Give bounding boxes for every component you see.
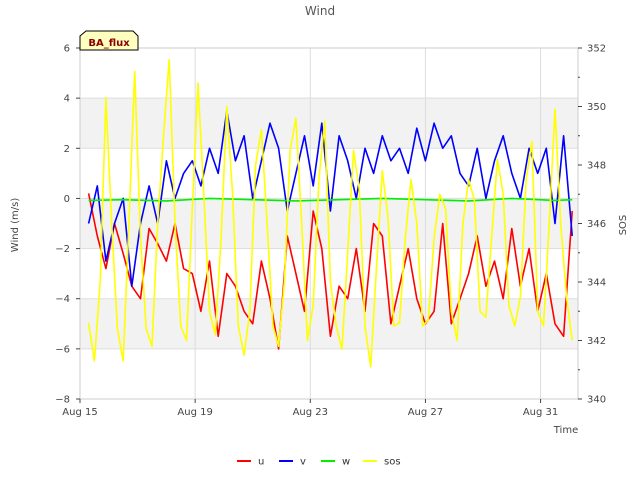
y2-tick-label: 350	[587, 102, 606, 113]
y2-tick-label: 346	[587, 219, 606, 230]
legend: u v w sos	[237, 457, 401, 468]
y-tick-label: 6	[64, 44, 70, 55]
y2-tick-label: 348	[587, 161, 606, 172]
x-axis: Aug 15 Aug 19 Aug 23 Aug 27 Aug 31	[62, 399, 558, 418]
y-axis-left: −8 −6 −4 −2 0 2 4 6	[55, 44, 80, 406]
y2-tick-label: 340	[587, 395, 606, 406]
series-line-u	[87, 193, 573, 350]
series-line-sos	[87, 58, 573, 368]
background-band	[80, 98, 578, 149]
y-axis-right: 340 342 344 346 348 350 352	[578, 44, 606, 406]
y-tick-label: −8	[55, 395, 70, 406]
y2-tick-label: 352	[587, 44, 606, 55]
x-tick-label: Aug 27	[408, 407, 443, 418]
y-tick-label: −4	[55, 294, 70, 305]
series-line-v	[87, 109, 573, 288]
y2-tick-label: 342	[587, 336, 606, 347]
legend-label-sos: sos	[384, 457, 401, 468]
legend-label-w: w	[342, 457, 350, 468]
legend-label-v: v	[300, 457, 306, 468]
x-tick-label: Aug 19	[177, 407, 212, 418]
y2-axis-label: SOS	[618, 215, 629, 236]
y-tick-label: −6	[55, 344, 70, 355]
x-axis-label: Time	[553, 425, 578, 436]
y-tick-label: 0	[64, 194, 70, 205]
y-tick-label: 4	[64, 94, 70, 105]
annotation-text: BA_flux	[88, 38, 130, 49]
x-tick-label: Aug 23	[293, 407, 328, 418]
y2-tick-label: 344	[587, 278, 606, 289]
y-tick-label: −2	[55, 244, 70, 255]
background-band	[80, 348, 578, 399]
x-tick-label: Aug 31	[523, 407, 558, 418]
annotation-badge: BA_flux	[79, 30, 139, 51]
series-line-w	[88, 197, 573, 202]
series-layer	[87, 58, 573, 368]
background-band	[80, 48, 578, 99]
y-axis-label: Wind (m/s)	[10, 198, 21, 253]
chart-title: Wind	[305, 4, 335, 18]
x-tick-label: Aug 15	[62, 407, 97, 418]
y-tick-label: 2	[64, 144, 70, 155]
annotation-box	[79, 30, 139, 51]
legend-label-u: u	[258, 457, 264, 468]
